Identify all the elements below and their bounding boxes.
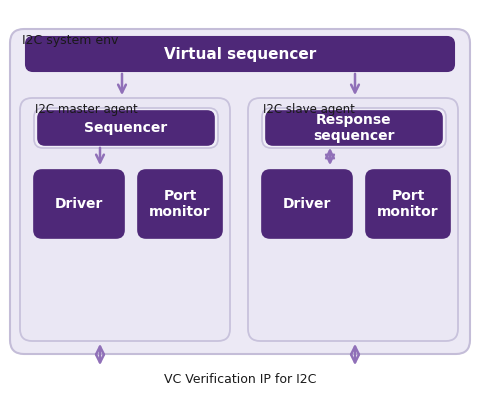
Text: VC Verification IP for I2C: VC Verification IP for I2C (164, 373, 316, 386)
Text: Driver: Driver (283, 197, 331, 211)
Text: Sequencer: Sequencer (84, 121, 168, 135)
FancyBboxPatch shape (366, 170, 450, 238)
FancyBboxPatch shape (138, 170, 222, 238)
Text: I2C slave agent: I2C slave agent (263, 103, 355, 116)
Text: Driver: Driver (55, 197, 103, 211)
FancyBboxPatch shape (262, 170, 352, 238)
FancyBboxPatch shape (20, 98, 230, 341)
FancyBboxPatch shape (10, 29, 470, 354)
Text: I2C master agent: I2C master agent (35, 103, 138, 116)
FancyBboxPatch shape (248, 98, 458, 341)
FancyBboxPatch shape (26, 37, 454, 71)
Text: Response
sequencer: Response sequencer (313, 113, 395, 143)
Text: Port
monitor: Port monitor (149, 189, 211, 219)
Text: Virtual sequencer: Virtual sequencer (164, 46, 316, 61)
FancyBboxPatch shape (266, 111, 442, 145)
Text: Port
monitor: Port monitor (377, 189, 439, 219)
FancyBboxPatch shape (38, 111, 214, 145)
FancyBboxPatch shape (262, 108, 446, 148)
FancyBboxPatch shape (34, 170, 124, 238)
Text: I2C system env: I2C system env (22, 34, 119, 47)
FancyBboxPatch shape (34, 108, 218, 148)
